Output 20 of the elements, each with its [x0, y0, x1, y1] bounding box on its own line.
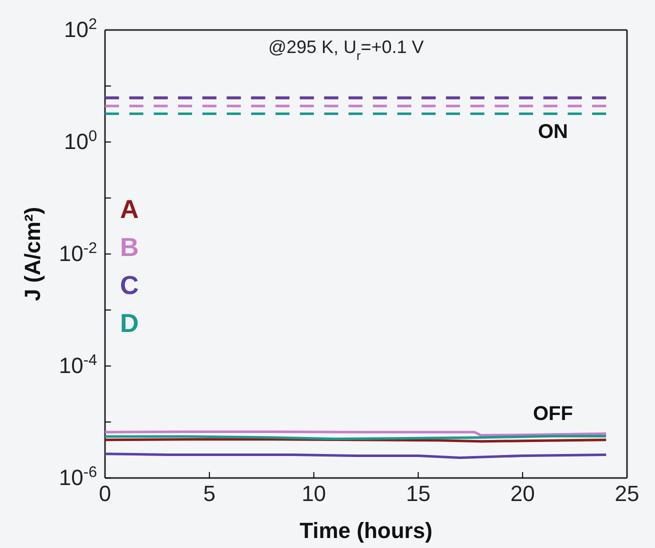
text: D [120, 308, 139, 338]
annotation: OFF [533, 403, 573, 425]
x-tick-label: 25 [614, 480, 640, 506]
y-tick-label: 10$^{-2}$ [58, 240, 97, 266]
y-tick-label: 10$^{0}$ [64, 128, 97, 154]
annotation: @295 K, U$_{r}$=+0.1 V [268, 37, 424, 63]
text: A [120, 194, 139, 224]
y-tick-label: 10$^{2}$ [64, 16, 97, 42]
x-tick-label: 20 [510, 480, 535, 506]
annotation: ON [538, 121, 568, 143]
text: C [120, 270, 139, 300]
y-tick-label: 10$^{-6}$ [58, 464, 97, 490]
x-axis-title: Time (hours) [300, 518, 432, 543]
y-axis-title: J (A/cm²) [20, 206, 45, 302]
text: B [120, 232, 139, 262]
x-tick-label: 5 [203, 480, 216, 506]
y-tick-label: 10$^{-4}$ [58, 352, 98, 378]
x-tick-label: 15 [406, 480, 430, 506]
x-tick-label: 0 [98, 480, 112, 506]
x-tick-label: 10 [302, 480, 326, 506]
